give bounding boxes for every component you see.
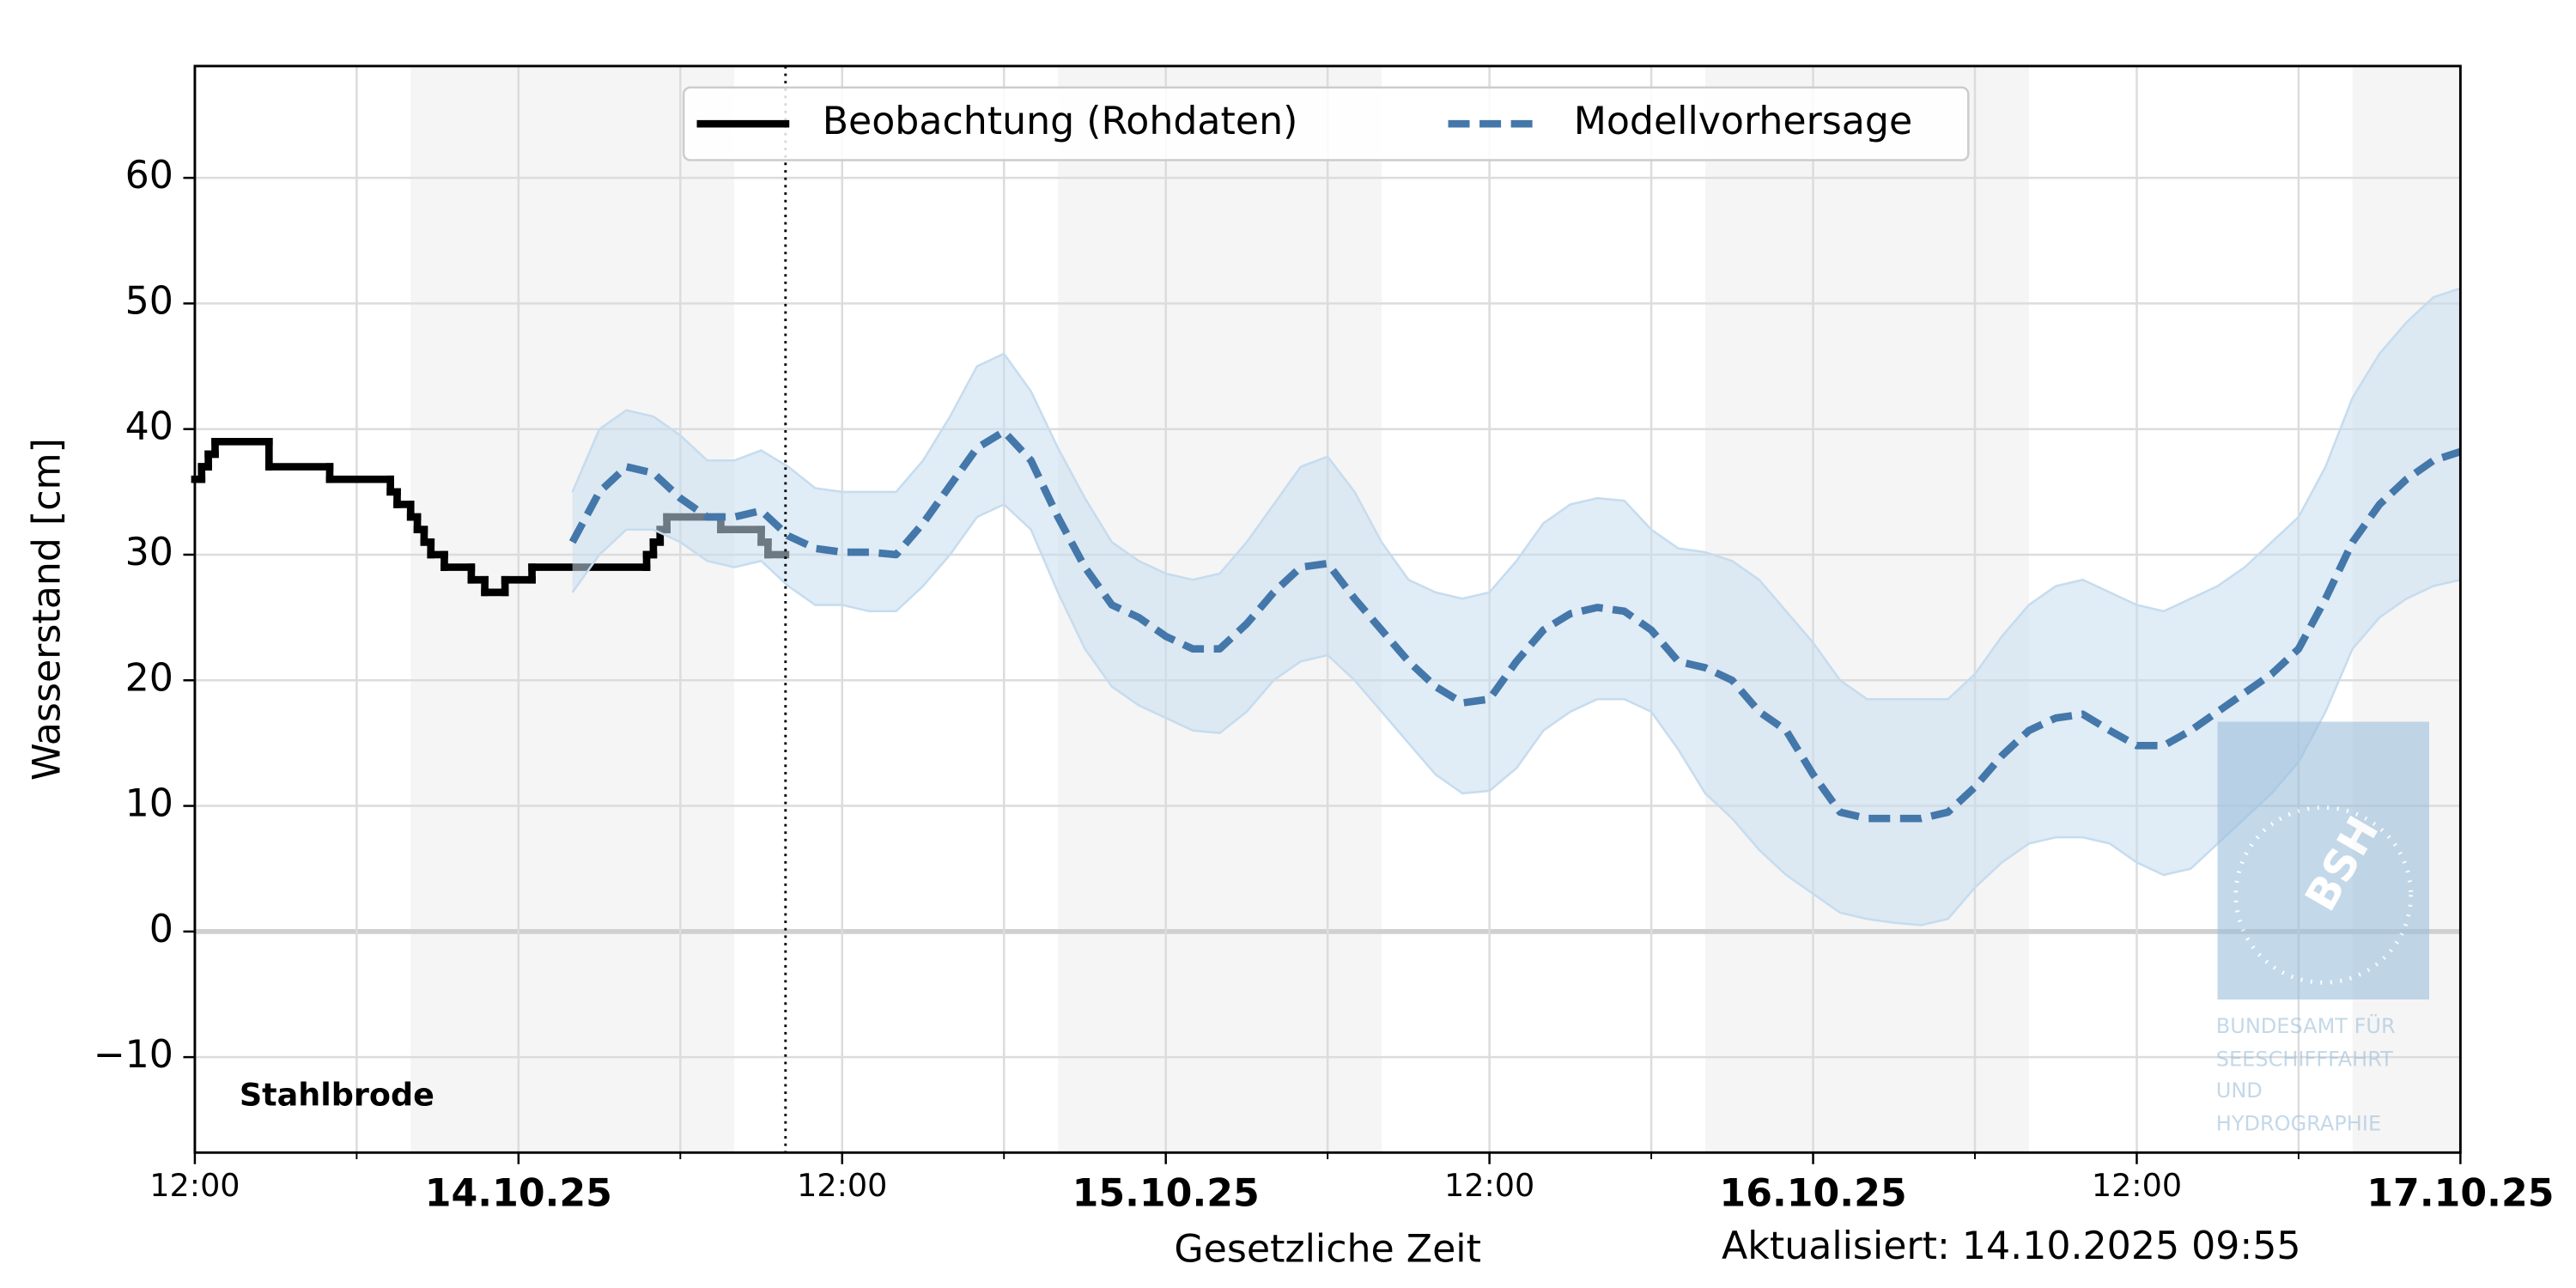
logo-text: SEESCHIFFFAHRT <box>2216 1048 2393 1072</box>
y-tick-label: 10 <box>125 782 173 826</box>
x-tick-label: 12:00 <box>1444 1167 1534 1204</box>
logo-text: HYDROGRAPHIE <box>2216 1112 2381 1136</box>
y-tick-label: −10 <box>94 1033 173 1077</box>
station-label: Stahlbrode <box>240 1076 434 1113</box>
logo-box <box>2217 721 2429 999</box>
y-tick-label: 0 <box>149 908 173 951</box>
x-tick-label: 17.10.25 <box>2366 1171 2554 1215</box>
band-edge <box>571 287 2461 701</box>
x-tick-label: 12:00 <box>2092 1167 2182 1204</box>
legend-box <box>682 86 1970 161</box>
band-edge <box>571 502 2461 927</box>
forecast-band <box>572 288 2461 926</box>
x-tick-label: 12:00 <box>149 1167 240 1204</box>
forecast-line <box>568 428 2462 823</box>
x-axis-label: Gesetzliche Zeit <box>1174 1228 1481 1272</box>
legend-label: Beobachtung (Rohdaten) <box>823 100 1298 143</box>
x-tick-label: 14.10.25 <box>425 1171 612 1215</box>
axes-frame <box>193 64 2462 1154</box>
updated-label: Aktualisiert: 14.10.2025 09:55 <box>1722 1224 2301 1268</box>
x-tick-label: 12:00 <box>797 1167 887 1204</box>
x-tick-label: 15.10.25 <box>1072 1171 1260 1215</box>
x-tick-label: 16.10.25 <box>1719 1171 1906 1215</box>
y-tick-label: 30 <box>125 531 173 574</box>
y-tick-label: 40 <box>125 405 173 449</box>
logo-ring <box>2233 805 2414 985</box>
plot-area <box>191 65 2462 1153</box>
y-tick-label: 20 <box>125 656 173 700</box>
y-tick-label: 50 <box>125 279 173 323</box>
legend: Beobachtung (Rohdaten) Modellvorhersage <box>682 86 1970 161</box>
logo-text: UND <box>2216 1078 2263 1103</box>
logo-text: BUNDESAMT FÜR <box>2216 1013 2396 1038</box>
logo: BSH BUNDESAMT FÜR SEESCHIFFFAHRT UND HYD… <box>2216 721 2429 1136</box>
y-axis-label: Wasserstand [cm] <box>26 438 70 781</box>
y-tick-label: 60 <box>125 154 173 197</box>
night-band <box>410 65 735 1153</box>
legend-label: Modellvorhersage <box>1574 100 1913 143</box>
axes: −10 0 10 20 30 40 50 60 12:00 14.10.25 12:00 15.10.… <box>94 64 2554 1215</box>
